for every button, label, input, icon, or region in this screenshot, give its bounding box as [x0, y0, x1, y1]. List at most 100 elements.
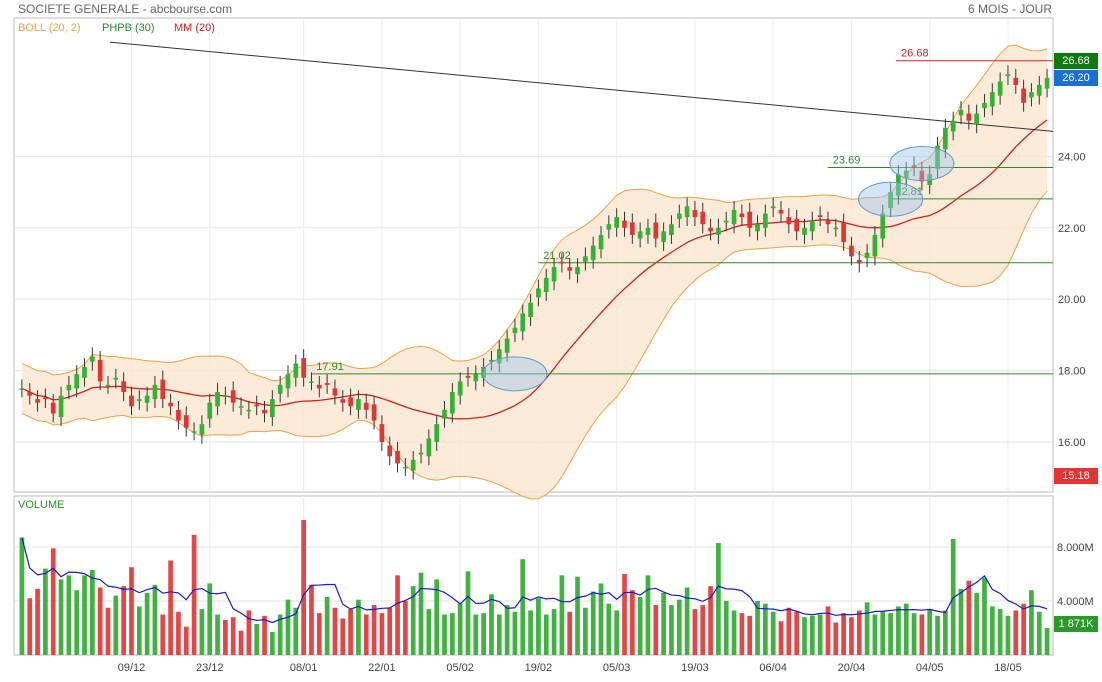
candle-up — [864, 252, 870, 259]
volume-bar-down — [332, 607, 338, 655]
volume-bar-up — [1036, 611, 1042, 655]
volume-bar-up — [598, 583, 604, 655]
candle-up — [504, 338, 510, 353]
volume-bar-up — [1029, 590, 1034, 655]
candle-up — [403, 466, 408, 469]
candle-down — [794, 218, 800, 232]
candle-up — [410, 459, 416, 471]
volume-bar-down — [348, 609, 353, 655]
volume-bar-up — [974, 592, 980, 655]
volume-bar-up — [207, 583, 213, 655]
candle-up — [74, 374, 80, 389]
volume-bar-up — [113, 595, 119, 655]
candle-down — [230, 390, 236, 403]
volume-bar-down — [379, 613, 385, 655]
candle-down — [856, 259, 862, 264]
candle-down — [849, 245, 854, 257]
candle-up — [958, 109, 964, 116]
candle-up — [669, 224, 674, 235]
volume-bar-up — [504, 605, 510, 655]
volume-bar-up — [770, 611, 776, 655]
volume-bar-up — [528, 610, 533, 655]
candle-up — [356, 399, 361, 410]
volume-bar-down — [176, 611, 181, 655]
candle-down — [301, 358, 306, 378]
volume-bar-down — [35, 588, 40, 655]
candle-up — [512, 327, 518, 334]
volume-bar-down — [230, 617, 236, 655]
candle-up — [989, 92, 995, 107]
candle-up — [888, 192, 893, 209]
candle-up — [661, 231, 666, 243]
candle-down — [379, 424, 385, 442]
candle-down — [919, 170, 925, 182]
candle-up — [809, 220, 815, 232]
candle-up — [293, 363, 299, 378]
resistance-label: 26.68 — [901, 48, 929, 60]
candle-up — [207, 402, 213, 419]
volume-bar-down — [739, 613, 745, 655]
candle-up — [457, 381, 463, 396]
volume-bar-down — [786, 607, 792, 655]
candle-up — [113, 377, 119, 380]
volume-bar-down — [919, 614, 925, 655]
volume-bar-up — [457, 603, 463, 655]
candle-up — [543, 277, 549, 293]
candle-down — [653, 222, 659, 239]
volume-bar-up — [43, 568, 48, 655]
volume-bar-up — [927, 609, 933, 655]
candle-up — [950, 120, 956, 132]
candle-up — [935, 145, 940, 169]
candle-down — [387, 445, 393, 457]
volume-bar-down — [825, 606, 831, 655]
volume-bar-down — [778, 621, 784, 655]
date-tick-label: 20/04 — [838, 662, 866, 674]
volume-bar-up — [896, 606, 901, 655]
date-tick-label: 06/04 — [759, 662, 787, 674]
volume-bar-up — [144, 592, 150, 655]
price-tick-label: 20.00 — [1058, 294, 1086, 306]
candle-down — [786, 217, 792, 225]
candle-down — [129, 395, 134, 407]
candle-down — [183, 415, 189, 428]
volume-bar-down — [223, 619, 228, 655]
bollinger-band-fill — [21, 45, 1048, 500]
candle-up — [89, 356, 95, 362]
volume-bar-up — [911, 613, 917, 655]
candle-down — [50, 402, 56, 414]
date-tick-label: 08/01 — [290, 662, 318, 674]
candle-down — [121, 381, 126, 393]
candle-down — [708, 227, 713, 232]
volume-bar-down — [833, 622, 839, 655]
date-tick-label: 09/12 — [118, 662, 146, 674]
date-tick-label: 05/03 — [603, 662, 631, 674]
candle-up — [896, 174, 901, 196]
volume-bar-up — [1044, 628, 1050, 655]
volume-bar-up — [583, 607, 588, 655]
volume-bar-up — [465, 571, 471, 655]
candle-down — [841, 222, 846, 243]
support-label: 23.69 — [833, 154, 861, 166]
volume-bar-down — [387, 607, 393, 655]
candle-down — [739, 213, 745, 218]
volume-bar-down — [129, 567, 134, 655]
volume-bar-down — [97, 587, 103, 655]
candle-up — [598, 234, 604, 250]
date-tick-label: 19/03 — [681, 662, 709, 674]
volume-bar-up — [512, 611, 518, 655]
pattern-highlight-ellipse — [482, 356, 548, 392]
price-tick-label: 24.00 — [1058, 151, 1086, 163]
volume-bar-up — [277, 614, 283, 655]
candle-down — [332, 388, 338, 396]
volume-bar-up — [817, 614, 823, 655]
chart-period: 6 MOIS - JOUR — [967, 2, 1052, 16]
candle-down — [629, 222, 635, 235]
volume-bar-down — [841, 613, 846, 655]
volume-bar-down — [363, 614, 369, 655]
candle-down — [747, 211, 753, 228]
candle-up — [802, 227, 807, 235]
volume-bar-down — [160, 614, 166, 655]
trend-line — [109, 41, 1054, 132]
candle-up — [152, 384, 158, 400]
candle-up — [66, 384, 72, 391]
